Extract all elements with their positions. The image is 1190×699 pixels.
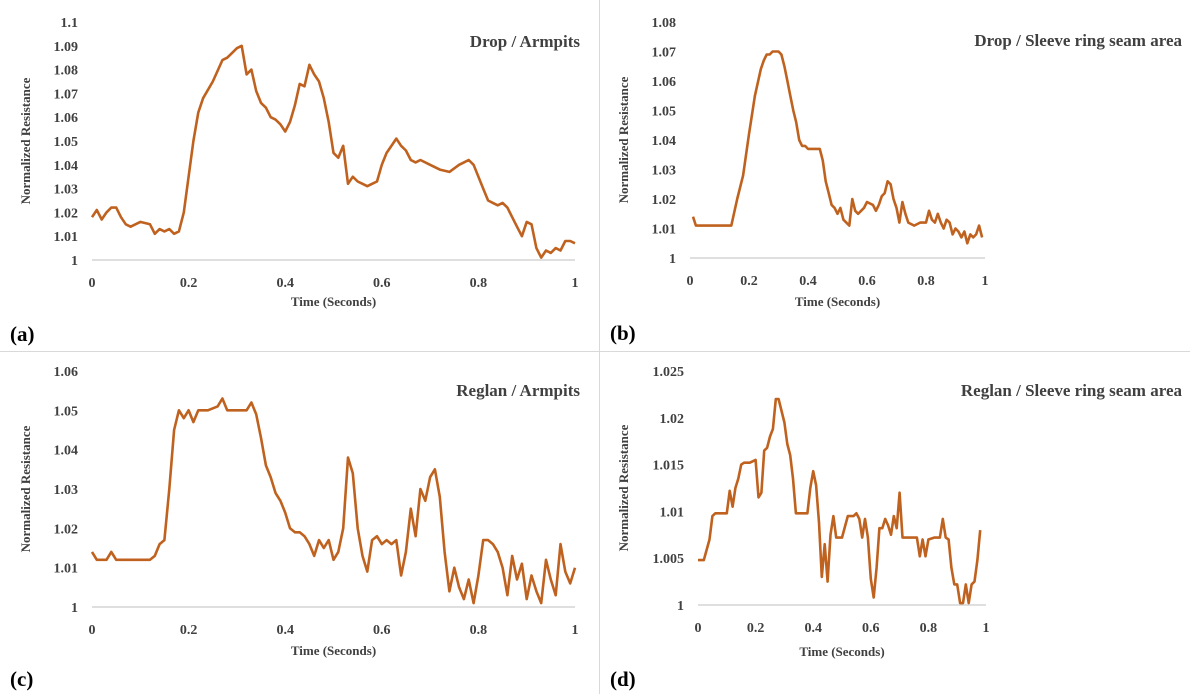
y-tick-label: 1 bbox=[677, 599, 684, 614]
series-line bbox=[698, 397, 982, 605]
chart-title: Reglan / Sleeve ring seam area bbox=[961, 381, 1183, 400]
y-tick-label: 1.04 bbox=[652, 134, 677, 149]
y-axis-title: Normalized Resistance bbox=[616, 76, 631, 203]
y-tick-label: 1 bbox=[669, 252, 676, 267]
horizontal-divider bbox=[0, 351, 1190, 352]
x-tick-label: 0 bbox=[695, 621, 702, 636]
y-tick-label: 1.02 bbox=[54, 206, 79, 221]
y-tick-label: 1.05 bbox=[54, 135, 79, 150]
y-tick-label: 1.09 bbox=[54, 40, 79, 55]
y-tick-label: 1.06 bbox=[652, 75, 677, 90]
x-tick-label: 0.8 bbox=[470, 623, 488, 638]
x-tick-label: 0.2 bbox=[740, 274, 758, 289]
chart-title: Drop / Sleeve ring seam area bbox=[974, 31, 1182, 50]
y-tick-label: 1.03 bbox=[54, 183, 79, 198]
y-tick-label: 1 bbox=[71, 601, 78, 616]
y-tick-label: 1.01 bbox=[54, 562, 79, 577]
panel-label: (b) bbox=[610, 321, 636, 345]
x-tick-label: 0.6 bbox=[373, 623, 391, 638]
series-line bbox=[90, 397, 577, 605]
y-tick-label: 1.06 bbox=[54, 111, 79, 126]
x-tick-label: 0.4 bbox=[276, 276, 294, 291]
x-tick-label: 1 bbox=[983, 621, 990, 636]
y-tick-label: 1.07 bbox=[54, 87, 79, 102]
x-tick-label: 0 bbox=[89, 623, 96, 638]
vertical-divider bbox=[599, 0, 600, 694]
chart-a: 1 1.01 1.02 1.03 1.04 1.05 1.06 1.07 1.08 1.09 1.1… bbox=[10, 16, 581, 346]
x-tick-label: 0.8 bbox=[920, 621, 938, 636]
y-axis-title: Normalized Resistance bbox=[18, 425, 33, 552]
x-tick-label: 0.6 bbox=[373, 276, 391, 291]
x-axis-title: Time (Seconds) bbox=[291, 294, 376, 309]
y-tick-label: 1.05 bbox=[54, 404, 79, 419]
y-tick-label: 1.005 bbox=[653, 552, 685, 567]
panel-label: (c) bbox=[10, 667, 33, 691]
y-tick-label: 1.025 bbox=[653, 365, 685, 380]
y-tick-label: 1 bbox=[71, 254, 78, 269]
y-tick-label: 1.01 bbox=[660, 505, 685, 520]
y-tick-label: 1.1 bbox=[61, 16, 79, 31]
chart-title: Reglan / Armpits bbox=[456, 381, 580, 400]
y-tick-label: 1.01 bbox=[54, 230, 79, 245]
x-tick-label: 1 bbox=[982, 274, 989, 289]
x-tick-label: 0.2 bbox=[747, 621, 765, 636]
y-tick-label: 1.08 bbox=[652, 16, 677, 31]
series-line bbox=[691, 50, 984, 245]
x-tick-label: 0.4 bbox=[804, 621, 822, 636]
x-tick-label: 0.2 bbox=[180, 623, 198, 638]
x-tick-label: 1 bbox=[572, 623, 579, 638]
y-tick-label: 1.05 bbox=[652, 105, 677, 120]
x-axis-title: Time (Seconds) bbox=[291, 643, 376, 658]
panel-b: 1 1.01 1.02 1.03 1.04 1.05 1.06 1.07 1.08 0 0.2 0.4… bbox=[600, 0, 1190, 350]
panel-c: 1 1.01 1.02 1.03 1.04 1.05 1.06 0 0.2 0.4 0.6 0.8 1 T… bbox=[0, 352, 598, 694]
y-tick-label: 1.03 bbox=[652, 164, 677, 179]
chart-title: Drop / Armpits bbox=[470, 32, 581, 51]
y-tick-label: 1.04 bbox=[54, 444, 79, 459]
y-tick-label: 1.02 bbox=[652, 193, 677, 208]
x-tick-label: 0.4 bbox=[276, 623, 294, 638]
chart-d: 1 1.005 1.01 1.015 1.02 1.025 0 0.2 0.4 0.6 0.8 1 Ti… bbox=[610, 365, 1183, 691]
y-tick-label: 1.04 bbox=[54, 159, 79, 174]
y-tick-label: 1.01 bbox=[652, 223, 677, 238]
x-tick-label: 1 bbox=[572, 276, 579, 291]
x-tick-label: 0 bbox=[687, 274, 694, 289]
x-tick-label: 0.6 bbox=[862, 621, 880, 636]
y-tick-label: 1.07 bbox=[652, 46, 677, 61]
x-tick-label: 0 bbox=[89, 276, 96, 291]
series-line bbox=[90, 44, 576, 259]
x-tick-label: 0.8 bbox=[470, 276, 488, 291]
x-tick-label: 0.6 bbox=[858, 274, 876, 289]
y-tick-label: 1.06 bbox=[54, 365, 79, 380]
chart-c: 1 1.01 1.02 1.03 1.04 1.05 1.06 0 0.2 0.4 0.6 0.8 1 T… bbox=[10, 365, 580, 691]
x-axis-title: Time (Seconds) bbox=[795, 294, 880, 309]
chart-b: 1 1.01 1.02 1.03 1.04 1.05 1.06 1.07 1.08 0 0.2 0.4… bbox=[610, 16, 1182, 345]
y-tick-label: 1.02 bbox=[54, 522, 79, 537]
x-tick-label: 0.2 bbox=[180, 276, 198, 291]
y-tick-label: 1.03 bbox=[54, 483, 79, 498]
x-tick-label: 0.4 bbox=[799, 274, 817, 289]
panel-a: 1 1.01 1.02 1.03 1.04 1.05 1.06 1.07 1.08 1.09 1.1… bbox=[0, 0, 598, 350]
y-tick-label: 1.02 bbox=[660, 412, 685, 427]
panel-d: 1 1.005 1.01 1.015 1.02 1.025 0 0.2 0.4 0.6 0.8 1 Ti… bbox=[600, 352, 1190, 694]
y-tick-label: 1.08 bbox=[54, 64, 79, 79]
x-axis-title: Time (Seconds) bbox=[799, 644, 884, 659]
panel-label: (d) bbox=[610, 667, 636, 691]
y-axis-title: Normalized Resistance bbox=[616, 424, 631, 551]
x-tick-label: 0.8 bbox=[917, 274, 935, 289]
panel-label: (a) bbox=[10, 322, 35, 346]
y-tick-label: 1.015 bbox=[653, 459, 685, 474]
y-axis-title: Normalized Resistance bbox=[18, 77, 33, 204]
